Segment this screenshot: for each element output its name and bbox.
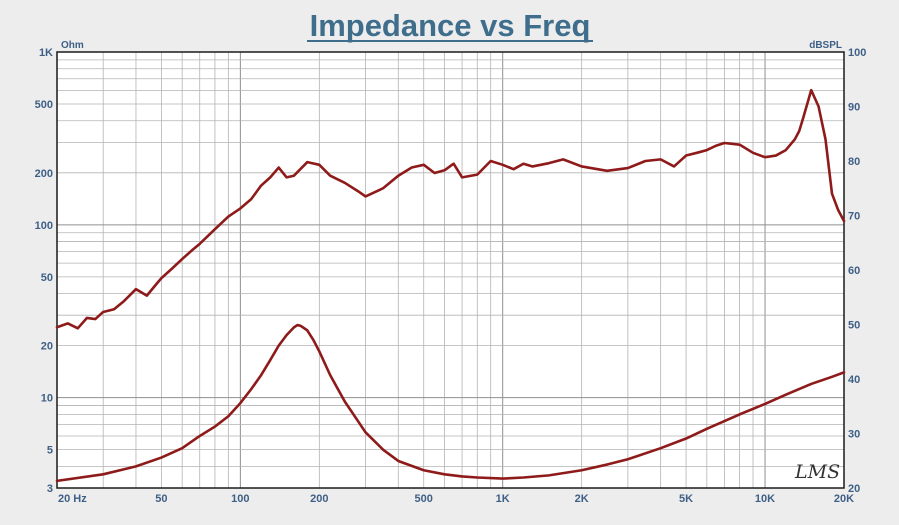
- x-tick-label: 20K: [834, 493, 854, 505]
- series-layer: [55, 88, 846, 483]
- y-left-tick-label: 50: [41, 272, 53, 284]
- chart-title: Impedance vs Freq: [310, 8, 591, 43]
- y-left-tick-label: 1K: [39, 47, 53, 59]
- x-tick-label: 20 Hz: [58, 493, 87, 505]
- y-right-unit-label: dBSPL: [809, 40, 842, 51]
- y-right-tick-label: 40: [848, 374, 860, 386]
- y-left-tick-label: 3: [47, 483, 53, 495]
- spl-curve: [55, 88, 846, 330]
- lms-watermark: LMS: [794, 461, 840, 483]
- y-right-axis-ticks: 100 90 80 70 60 50 40 30 20: [848, 47, 866, 495]
- y-right-tick-label: 80: [848, 156, 860, 168]
- x-tick-label: 50: [155, 493, 167, 505]
- y-left-unit-label: Ohm: [61, 40, 84, 51]
- x-tick-label: 100: [231, 493, 249, 505]
- plot-frame: [56, 51, 845, 489]
- x-axis-ticks: 20 Hz 50 100 200 500 1K 2K 5K 10K 20K: [58, 493, 854, 505]
- y-left-axis-ticks: 1K 500 200 100 50 20 10 5 3: [35, 47, 53, 495]
- x-tick-label: 5K: [679, 493, 693, 505]
- y-right-tick-label: 70: [848, 211, 860, 223]
- y-right-tick-label: 20: [848, 483, 860, 495]
- grid: [57, 52, 844, 488]
- y-right-tick-label: 60: [848, 265, 860, 277]
- y-left-tick-label: 100: [35, 220, 53, 232]
- plot-area: [57, 52, 844, 488]
- impedance-curve: [55, 323, 846, 483]
- y-right-tick-label: 90: [848, 102, 860, 114]
- y-left-tick-label: 20: [41, 341, 53, 353]
- x-tick-label: 500: [415, 493, 433, 505]
- x-tick-label: 200: [310, 493, 328, 505]
- y-left-tick-label: 5: [47, 445, 53, 457]
- y-left-tick-label: 500: [35, 99, 53, 111]
- y-right-tick-label: 50: [848, 320, 860, 332]
- y-right-tick-label: 100: [848, 47, 866, 59]
- x-tick-label: 10K: [755, 493, 775, 505]
- y-right-tick-label: 30: [848, 429, 860, 441]
- x-tick-label: 2K: [575, 493, 589, 505]
- y-left-tick-label: 10: [41, 393, 53, 405]
- y-left-tick-label: 200: [35, 168, 53, 180]
- x-tick-label: 1K: [496, 493, 510, 505]
